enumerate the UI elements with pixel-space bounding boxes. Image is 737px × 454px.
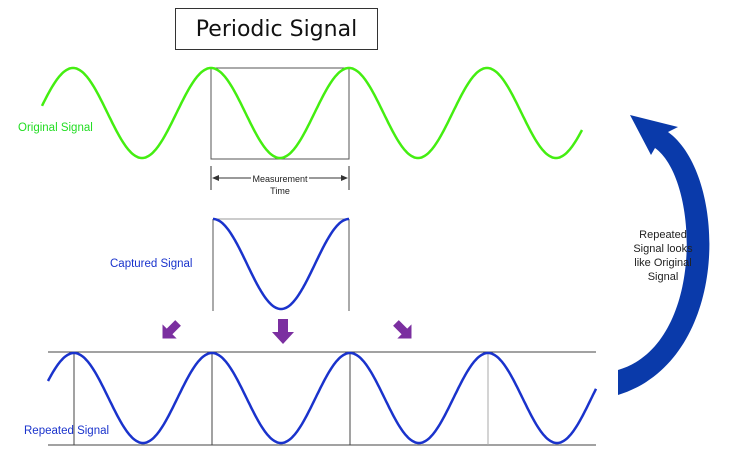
original-signal-wave [40, 66, 584, 160]
measurement-window-box [210, 67, 350, 160]
captured-signal-box [212, 218, 350, 311]
feedback-curved-arrow [618, 115, 710, 395]
measurement-label-line2: Time [269, 186, 291, 196]
copy-arrow-down [272, 319, 294, 344]
repeated-signal-frame [48, 351, 596, 446]
note-line: Signal [647, 271, 679, 283]
repeated-signal-wave [46, 351, 598, 445]
copy-arrow-left [162, 320, 181, 339]
original-signal-label: Original Signal [18, 122, 93, 134]
measurement-time-label: Measurement Time [228, 173, 332, 197]
note-line: Repeated [639, 229, 687, 241]
copy-arrow-right [393, 320, 412, 339]
captured-signal-label: Captured Signal [110, 258, 193, 270]
captured-signal-wave [213, 217, 349, 311]
diagram-title: Periodic Signal [175, 8, 378, 50]
repeated-signal-note: Repeated Signal looks like Original Sign… [614, 228, 712, 284]
measurement-label-line1: Measurement [251, 174, 309, 184]
note-line: like Original [634, 257, 692, 269]
note-line: Signal looks [633, 243, 693, 255]
repeated-signal-label: Repeated Signal [24, 425, 110, 437]
